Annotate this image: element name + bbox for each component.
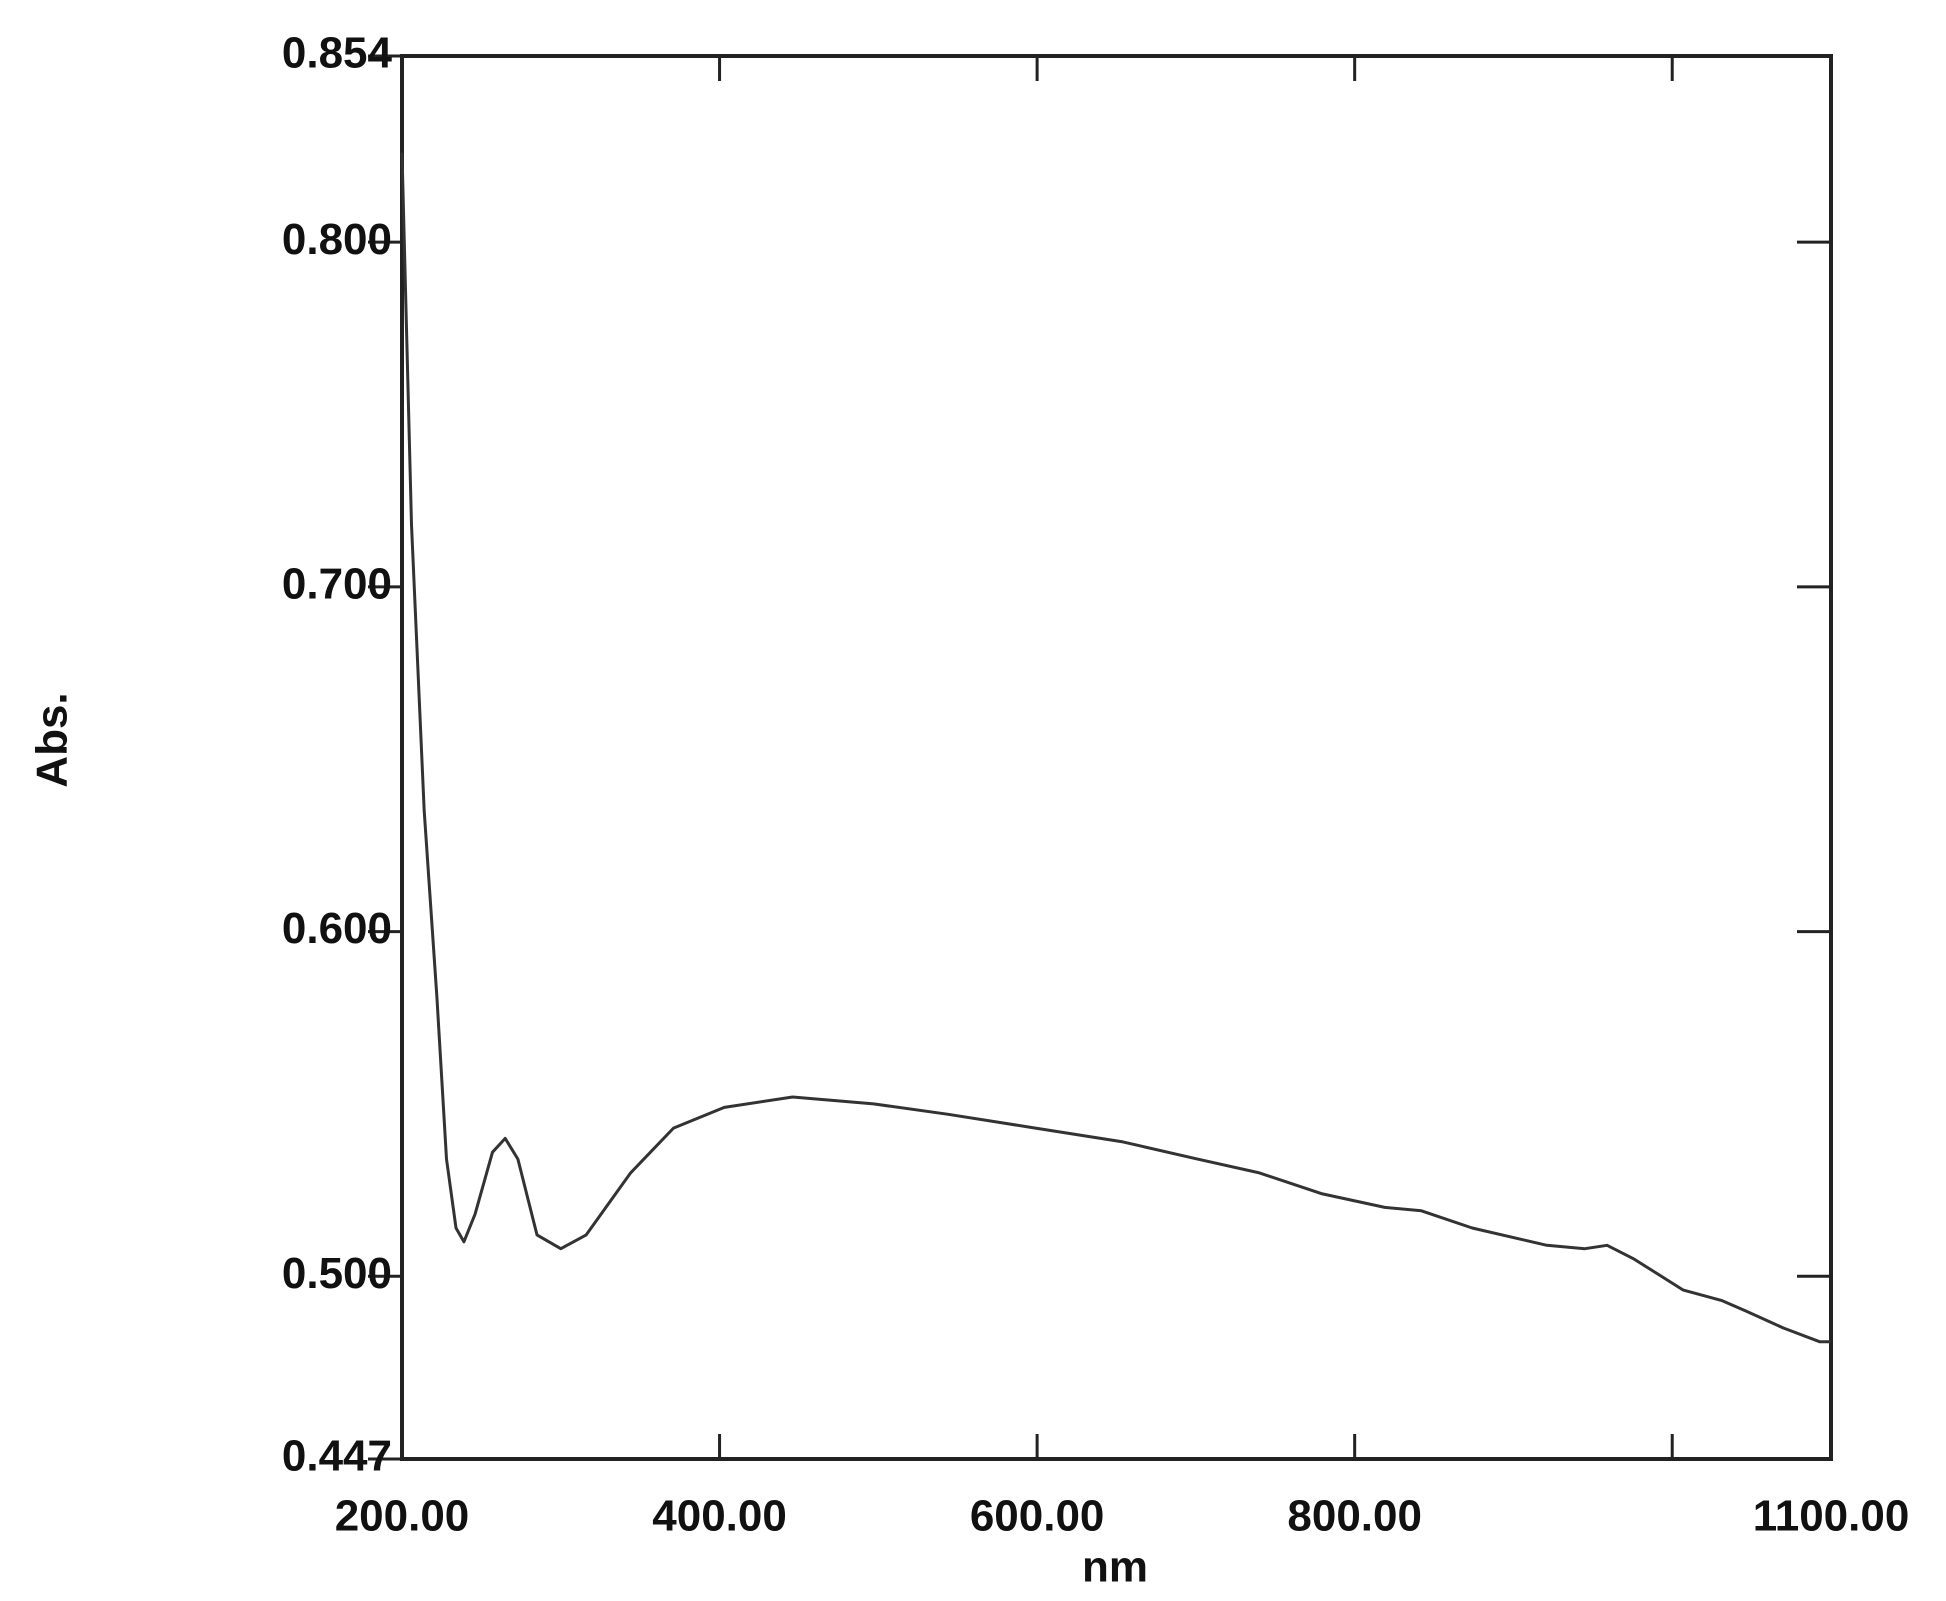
- x-tick-label: 1100.00: [1753, 1492, 1910, 1541]
- x-axis-label: nm: [1082, 1543, 1148, 1592]
- x-tick-label: 600.00: [970, 1492, 1105, 1541]
- y-tick-label: 0.447: [282, 1432, 392, 1481]
- y-tick-label: 0.500: [282, 1249, 392, 1298]
- x-tick-label: 800.00: [1287, 1492, 1422, 1541]
- y-tick-label: 0.854: [282, 29, 393, 78]
- y-tick-label: 0.700: [282, 559, 392, 608]
- x-tick-label: 400.00: [652, 1492, 787, 1541]
- x-tick-label: 200.00: [335, 1492, 470, 1541]
- spectrum-line: [400, 152, 1831, 1344]
- plot-frame: [400, 54, 1833, 1461]
- y-tick-label: 0.600: [282, 904, 392, 953]
- y-tick-label: 0.800: [282, 215, 392, 264]
- y-axis-label: Abs.: [28, 692, 77, 787]
